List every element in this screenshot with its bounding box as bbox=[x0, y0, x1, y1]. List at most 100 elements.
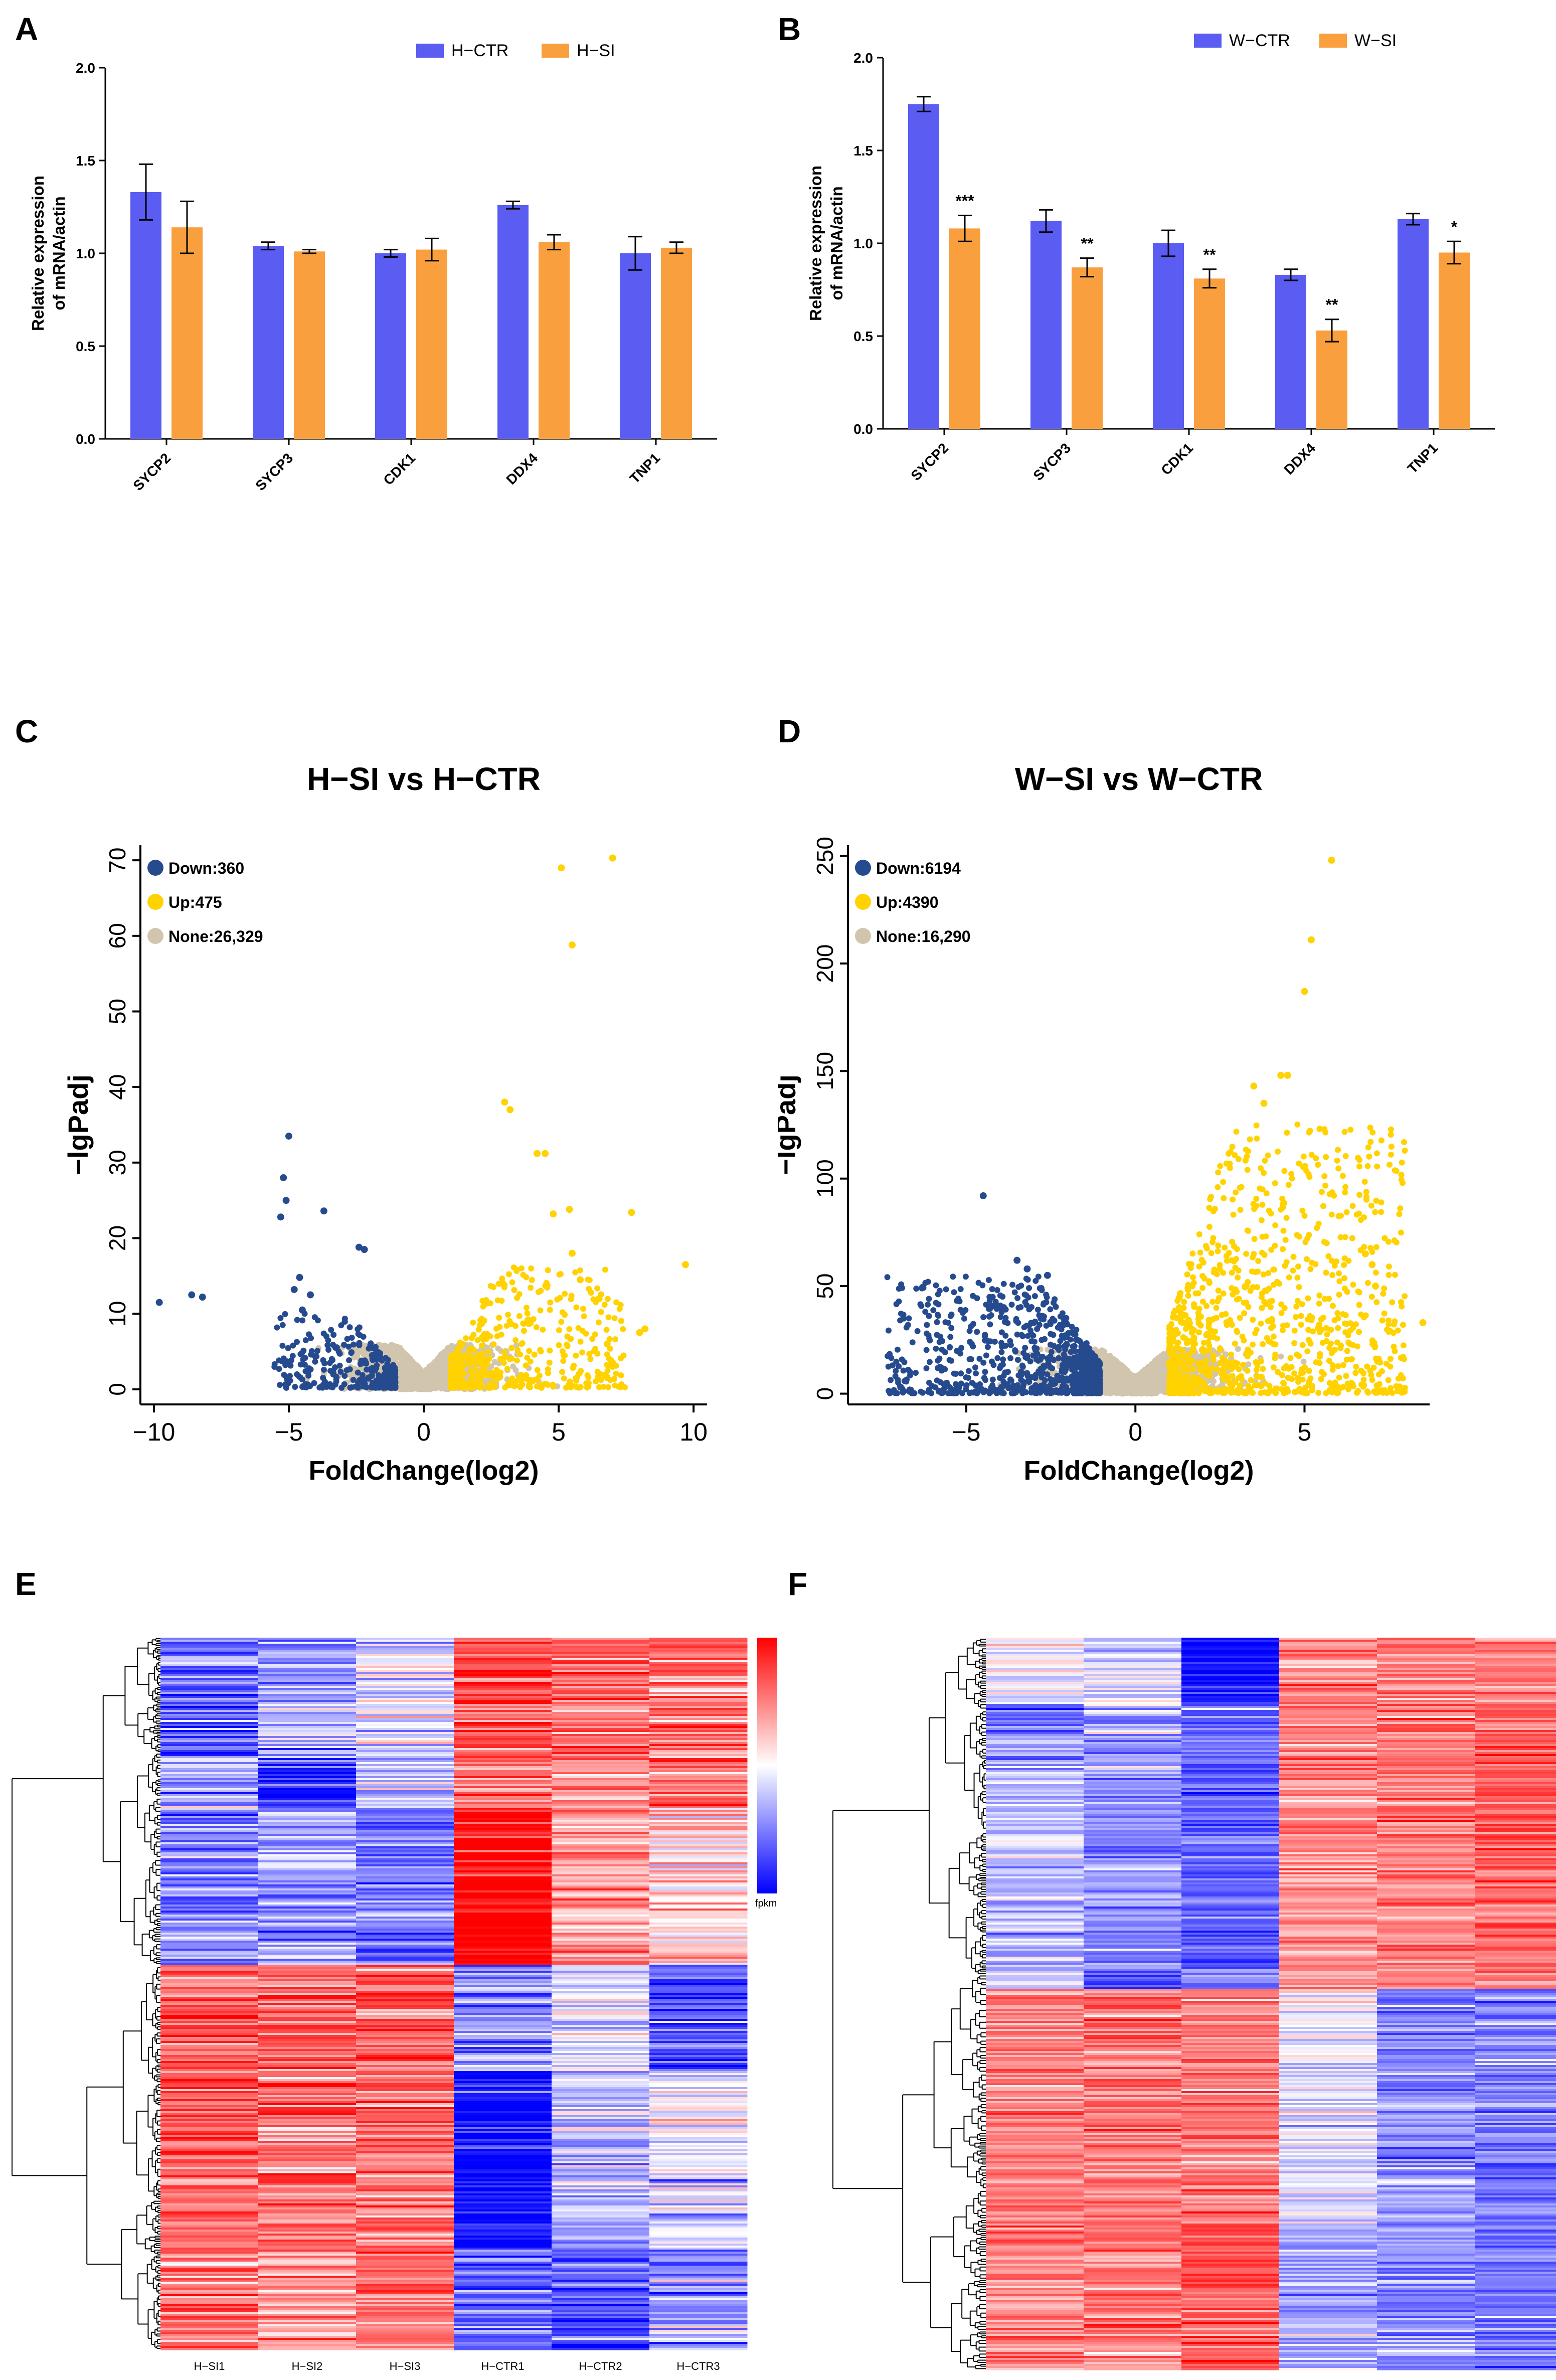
down-point bbox=[923, 1365, 929, 1371]
up-point bbox=[479, 1384, 485, 1390]
down-point bbox=[986, 1277, 992, 1283]
bar-sycp2-ctr bbox=[908, 104, 939, 429]
up-point bbox=[1397, 1205, 1403, 1211]
down-point bbox=[299, 1350, 305, 1356]
up-point bbox=[604, 1327, 610, 1333]
bar-sycp3-si bbox=[1072, 267, 1103, 429]
down-point bbox=[1091, 1374, 1097, 1380]
down-point bbox=[957, 1350, 963, 1356]
x-tick-label: DDX4 bbox=[503, 450, 541, 488]
down-point bbox=[987, 1338, 993, 1344]
down-point bbox=[1001, 1281, 1007, 1287]
down-point bbox=[943, 1287, 949, 1293]
up-point bbox=[547, 1300, 553, 1306]
up-point bbox=[1398, 1229, 1404, 1235]
up-point bbox=[535, 1367, 541, 1373]
y-tick-label: 0 bbox=[812, 1387, 838, 1400]
up-point bbox=[578, 1384, 584, 1390]
down-point bbox=[341, 1381, 348, 1387]
up-point bbox=[1356, 1164, 1362, 1170]
down-point bbox=[288, 1357, 294, 1363]
down-point bbox=[919, 1284, 925, 1290]
up-point bbox=[528, 1265, 534, 1272]
down-point bbox=[360, 1383, 366, 1389]
down-point bbox=[1035, 1274, 1042, 1280]
down-point bbox=[948, 1313, 954, 1319]
down-point bbox=[296, 1373, 302, 1379]
up-point bbox=[586, 1380, 592, 1386]
down-point bbox=[1008, 1342, 1014, 1348]
up-point bbox=[1350, 1282, 1356, 1288]
down-point bbox=[382, 1371, 388, 1377]
down-point bbox=[935, 1291, 941, 1297]
none-point bbox=[440, 1356, 446, 1362]
up-point bbox=[1215, 1169, 1221, 1175]
up-point bbox=[534, 1324, 540, 1330]
up-point bbox=[509, 1356, 515, 1362]
down-point bbox=[1044, 1371, 1050, 1377]
down-point bbox=[357, 1332, 363, 1338]
none-point bbox=[512, 1367, 518, 1373]
down-point bbox=[375, 1382, 381, 1388]
up-point bbox=[565, 1343, 571, 1349]
up-point bbox=[490, 1373, 496, 1379]
down-point bbox=[1019, 1370, 1025, 1376]
up-point bbox=[618, 1381, 624, 1387]
none-point bbox=[403, 1353, 409, 1359]
up-point bbox=[1245, 1167, 1251, 1173]
none-point bbox=[1118, 1370, 1124, 1376]
down-point bbox=[1024, 1355, 1030, 1361]
up-point bbox=[604, 1340, 611, 1347]
up-point bbox=[1272, 1180, 1278, 1186]
down-point bbox=[999, 1329, 1005, 1335]
down-point bbox=[927, 1359, 933, 1365]
none-point bbox=[1278, 1354, 1284, 1360]
legend-marker-up bbox=[147, 894, 163, 910]
down-point bbox=[900, 1389, 906, 1395]
down-point bbox=[277, 1382, 283, 1388]
down-point bbox=[299, 1317, 305, 1323]
down-point bbox=[392, 1385, 398, 1391]
up-point bbox=[545, 1382, 551, 1388]
up-point bbox=[1236, 1296, 1242, 1302]
down-point bbox=[344, 1336, 350, 1342]
down-point bbox=[1074, 1371, 1080, 1377]
up-point bbox=[579, 1349, 585, 1355]
down-point bbox=[1043, 1299, 1049, 1305]
down-point bbox=[1015, 1320, 1021, 1326]
up-point bbox=[576, 1370, 582, 1376]
up-point bbox=[525, 1310, 531, 1316]
down-point bbox=[986, 1314, 992, 1320]
down-point bbox=[915, 1328, 921, 1334]
down-point bbox=[1064, 1321, 1070, 1327]
y-tick-label: 0.5 bbox=[853, 329, 873, 344]
down-point bbox=[337, 1363, 343, 1369]
down-point bbox=[353, 1383, 359, 1389]
down-point bbox=[910, 1339, 916, 1345]
up-point bbox=[560, 1348, 566, 1354]
down-point bbox=[1015, 1357, 1021, 1363]
down-point bbox=[993, 1390, 999, 1396]
down-point bbox=[351, 1342, 357, 1348]
up-point bbox=[529, 1277, 535, 1283]
down-point bbox=[989, 1286, 995, 1292]
up-point bbox=[476, 1374, 482, 1380]
down-point bbox=[966, 1368, 972, 1374]
down-point bbox=[1073, 1378, 1079, 1384]
up-point bbox=[520, 1272, 526, 1278]
up-point bbox=[514, 1358, 520, 1364]
x-axis-label: FoldChange(log2) bbox=[309, 1456, 539, 1486]
down-point bbox=[968, 1324, 974, 1330]
y-tick-label: 1.0 bbox=[76, 246, 95, 261]
down-point bbox=[321, 1360, 327, 1366]
significance-label: *** bbox=[955, 192, 974, 210]
down-point bbox=[324, 1342, 330, 1348]
down-point bbox=[334, 1344, 340, 1350]
up-point bbox=[596, 1295, 603, 1302]
down-point bbox=[1092, 1383, 1098, 1389]
down-point bbox=[306, 1365, 312, 1371]
down-point bbox=[983, 1352, 989, 1358]
